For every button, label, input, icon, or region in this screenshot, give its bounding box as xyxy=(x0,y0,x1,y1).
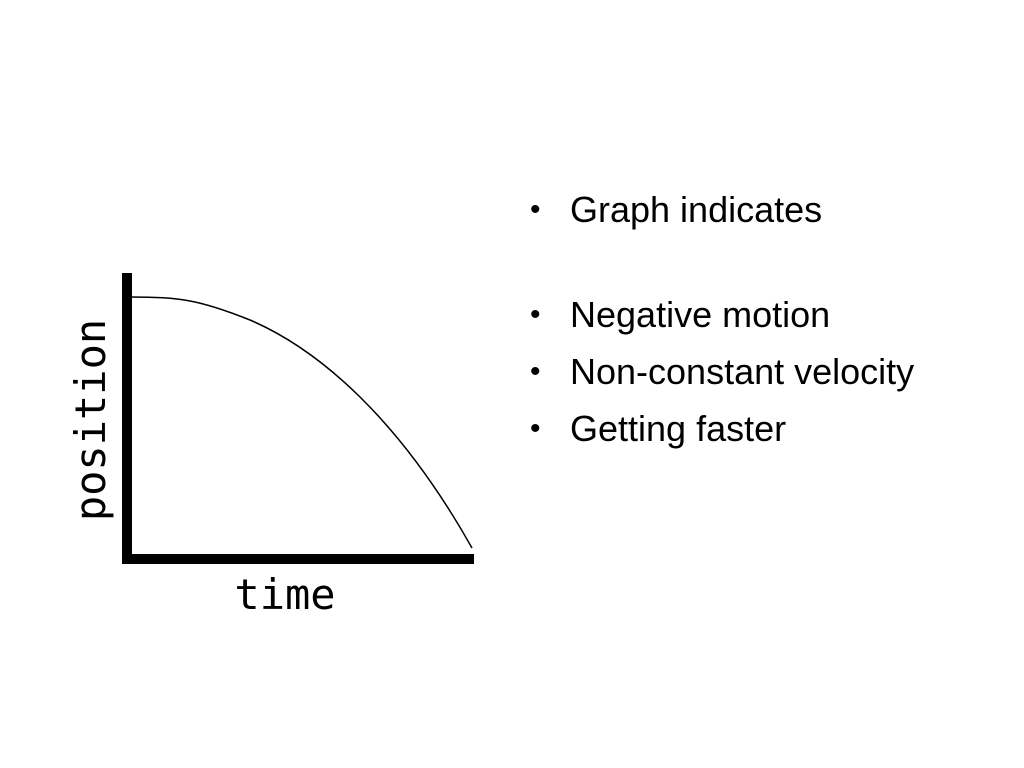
position-curve xyxy=(129,296,473,549)
x-axis-label: time xyxy=(234,570,335,619)
bullet-text: Negative motion xyxy=(570,294,831,335)
bullet-icon: • xyxy=(530,193,541,226)
bullet-item-negative-motion: • Negative motion xyxy=(530,291,914,339)
bullet-text: Non-constant velocity xyxy=(570,351,915,392)
y-axis xyxy=(122,273,132,564)
x-axis xyxy=(122,554,474,564)
bullet-text: Getting faster xyxy=(570,408,787,449)
bullet-icon: • xyxy=(530,412,541,445)
y-axis-label: position xyxy=(66,319,115,521)
bullet-text: Graph indicates xyxy=(570,189,823,230)
bullet-icon: • xyxy=(530,298,541,331)
bullet-item-graph-indicates: • Graph indicates xyxy=(530,186,914,234)
bullet-item-non-constant-velocity: • Non-constant velocity xyxy=(530,348,914,396)
bullet-item-getting-faster: • Getting faster xyxy=(530,405,914,453)
bullet-list: • Graph indicates • Negative motion • No… xyxy=(530,186,914,462)
bullet-icon: • xyxy=(530,355,541,388)
